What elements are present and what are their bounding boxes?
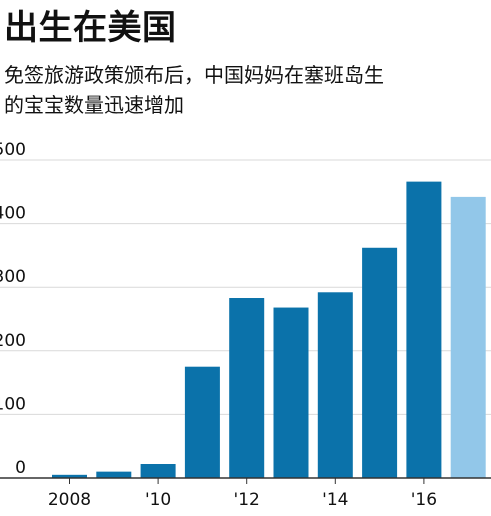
chart-subtitle-line-1: 免签旅游政策颁布后，中国妈妈在塞班岛生 (4, 63, 384, 87)
bar-2008 (52, 474, 87, 478)
bar-2011 (184, 366, 220, 478)
chart-subtitle-line-2: 的宝宝数量迅速增加 (4, 93, 184, 117)
chart-subtitle: 免签旅游政策颁布后，中国妈妈在塞班岛生 的宝宝数量迅速增加 (4, 60, 488, 120)
y-tick-label-500: 500 (0, 140, 26, 160)
x-tick-label-2012: '12 (234, 490, 260, 510)
bar-2014 (317, 292, 353, 478)
bar-2015 (362, 247, 398, 478)
y-tick-label-100: 100 (0, 394, 26, 414)
bar-2012 (229, 298, 265, 478)
x-tick-label-2014: '14 (322, 490, 348, 510)
bar-2009 (96, 471, 132, 478)
y-tick-label-300: 300 (0, 267, 26, 287)
y-tick-label-200: 200 (0, 331, 26, 351)
bar-2013 (273, 307, 309, 478)
x-tick-label-2008: 2008 (48, 490, 91, 510)
y-tick-label-400: 400 (0, 204, 26, 224)
bar-2016 (406, 181, 442, 478)
bar-2010 (140, 464, 176, 478)
bar-2017 (450, 196, 486, 478)
chart-title: 出生在美国 (4, 8, 177, 48)
y-tick-label-0: 0 (15, 458, 26, 478)
x-tick-label-2010: '10 (145, 490, 171, 510)
x-tick-label-2016: '16 (411, 490, 437, 510)
